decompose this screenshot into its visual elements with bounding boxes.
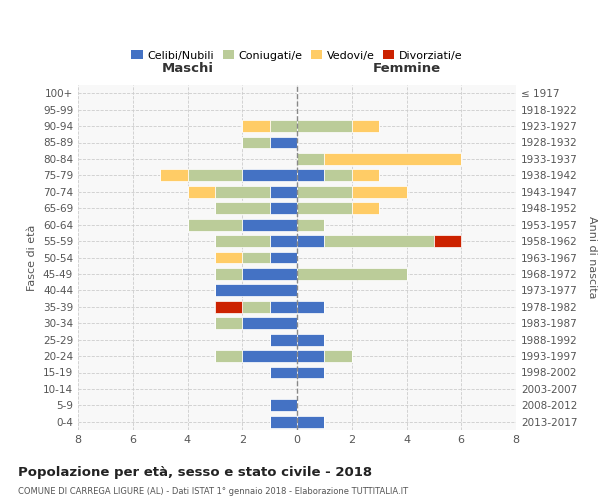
Bar — [325, 170, 352, 181]
Bar — [269, 301, 297, 312]
Bar — [352, 202, 379, 214]
Bar — [269, 400, 297, 411]
Bar — [297, 366, 325, 378]
Bar — [352, 186, 407, 198]
Bar — [215, 252, 242, 264]
Bar — [269, 366, 297, 378]
Text: COMUNE DI CARREGA LIGURE (AL) - Dati ISTAT 1° gennaio 2018 - Elaborazione TUTTIT: COMUNE DI CARREGA LIGURE (AL) - Dati IST… — [18, 487, 408, 496]
Bar — [215, 350, 242, 362]
Bar — [242, 170, 297, 181]
Bar — [215, 202, 269, 214]
Bar — [187, 186, 215, 198]
Text: Femmine: Femmine — [373, 62, 440, 75]
Bar — [297, 186, 352, 198]
Bar — [187, 170, 242, 181]
Bar — [297, 301, 325, 312]
Bar — [215, 235, 269, 247]
Bar — [215, 284, 297, 296]
Bar — [269, 136, 297, 148]
Bar — [160, 170, 187, 181]
Bar — [187, 218, 242, 230]
Bar — [297, 170, 325, 181]
Bar — [242, 301, 269, 312]
Bar — [215, 318, 242, 329]
Bar — [242, 350, 297, 362]
Bar — [242, 136, 269, 148]
Bar — [242, 120, 269, 132]
Bar — [242, 268, 297, 280]
Y-axis label: Fasce di età: Fasce di età — [28, 224, 37, 290]
Bar — [325, 153, 461, 165]
Y-axis label: Anni di nascita: Anni di nascita — [587, 216, 597, 298]
Text: Popolazione per età, sesso e stato civile - 2018: Popolazione per età, sesso e stato civil… — [18, 466, 372, 479]
Bar — [242, 252, 269, 264]
Bar — [297, 202, 352, 214]
Bar — [215, 301, 242, 312]
Text: Maschi: Maschi — [161, 62, 214, 75]
Bar — [269, 120, 297, 132]
Bar — [242, 218, 297, 230]
Bar — [215, 186, 269, 198]
Bar — [269, 186, 297, 198]
Bar — [215, 268, 242, 280]
Bar — [297, 235, 325, 247]
Bar — [269, 252, 297, 264]
Bar — [297, 350, 325, 362]
Legend: Celibi/Nubili, Coniugati/e, Vedovi/e, Divorziati/e: Celibi/Nubili, Coniugati/e, Vedovi/e, Di… — [127, 46, 467, 65]
Bar — [434, 235, 461, 247]
Bar — [297, 120, 352, 132]
Bar — [242, 318, 297, 329]
Bar — [297, 268, 407, 280]
Bar — [269, 334, 297, 345]
Bar — [269, 416, 297, 428]
Bar — [297, 218, 325, 230]
Bar — [297, 153, 325, 165]
Bar — [269, 202, 297, 214]
Bar — [325, 350, 352, 362]
Bar — [297, 334, 325, 345]
Bar — [325, 235, 434, 247]
Bar — [352, 170, 379, 181]
Bar — [352, 120, 379, 132]
Bar — [269, 235, 297, 247]
Bar — [297, 416, 325, 428]
